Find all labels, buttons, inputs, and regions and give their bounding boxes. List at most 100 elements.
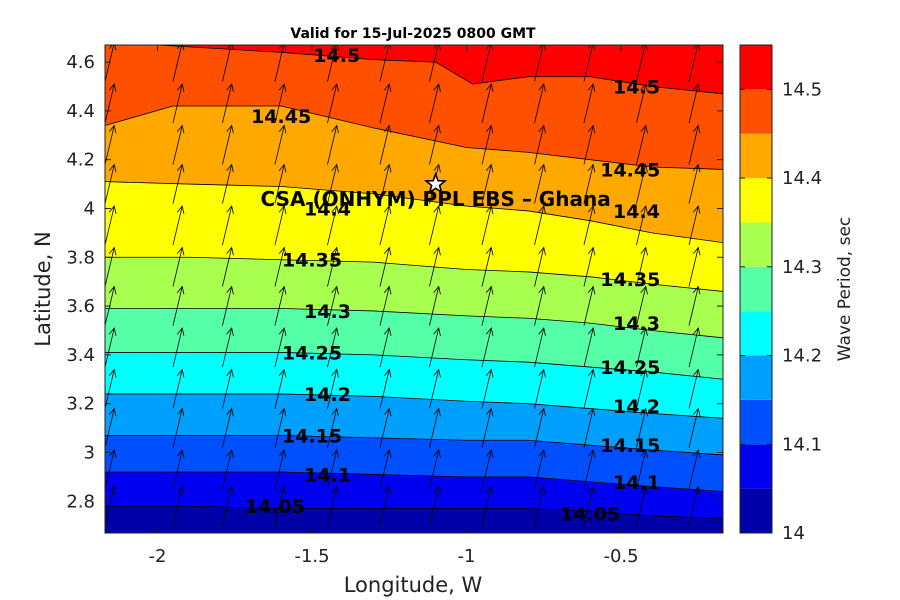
contour-line (105, 352, 723, 380)
wave-arrow (688, 205, 701, 246)
arrow-head (538, 83, 546, 92)
arrow-head (331, 449, 339, 458)
contour-band (105, 308, 723, 380)
wave-arrow (327, 83, 339, 124)
arrow-head (538, 485, 546, 495)
arrow-head (226, 163, 234, 173)
arrow-shaft (534, 369, 545, 409)
arrow-head (278, 327, 287, 336)
y-axis-label: Latitude, N (31, 231, 55, 347)
wave-arrow (636, 246, 648, 287)
arrow-shaft (688, 286, 699, 326)
wave-arrow (105, 327, 117, 368)
wave-arrow (429, 327, 441, 368)
wave-arrow (481, 285, 494, 326)
arrow-shaft (534, 83, 545, 124)
wave-arrow (327, 124, 339, 165)
arrow-shaft (688, 205, 699, 246)
wave-arrow (379, 246, 392, 287)
wave-arrow (534, 485, 546, 526)
contour-band (105, 435, 723, 492)
arrow-shaft (379, 327, 390, 368)
arrow-shaft (636, 247, 647, 287)
arrow-head (433, 246, 441, 256)
wave-arrow (327, 45, 339, 82)
wave-arrow (688, 124, 701, 165)
wave-arrow (583, 327, 596, 368)
arrow-head (587, 246, 596, 256)
arrow-head (226, 407, 234, 417)
wave-arrow (222, 205, 234, 246)
arrow-head (176, 368, 185, 378)
contour-line (105, 393, 723, 419)
arrow-shaft (481, 449, 492, 490)
arrow-shaft (172, 83, 183, 124)
wave-arrow (534, 45, 546, 82)
y-tick-label: 3.8 (66, 247, 95, 268)
site-star-icon (423, 171, 448, 195)
arrow-shaft (327, 486, 338, 526)
arrow-shaft (636, 369, 647, 409)
arrow-shaft (222, 327, 233, 368)
contour-label: 14.35 (600, 269, 660, 291)
arrow-head (108, 407, 117, 417)
wave-arrow (172, 205, 185, 246)
wave-arrow (583, 124, 596, 165)
colorbar-swatch (740, 311, 772, 356)
arrow-shaft (583, 164, 594, 204)
wave-arrow (172, 449, 185, 490)
wave-arrow (636, 124, 648, 165)
arrow-head (485, 205, 494, 214)
contour-label: 14.4 (304, 198, 351, 220)
wave-arrow (172, 327, 185, 368)
arrow-head (433, 163, 441, 173)
wave-arrow (481, 45, 494, 82)
arrow-shaft (327, 449, 338, 490)
site-label: CSA (ONHYM) PPL EBS – Ghana (261, 187, 611, 211)
arrow-shaft (688, 164, 699, 204)
arrow-head (433, 449, 441, 458)
wave-arrow (583, 368, 596, 409)
chart-title: Valid for 15-Jul-2025 0800 GMT (290, 26, 536, 42)
wave-arrow (481, 205, 494, 246)
y-axis-ticks: 2.8 3 3.2 3.4 3.6 3.8 4 4.2 4.4 4.6 (66, 52, 723, 512)
wave-arrow (327, 246, 339, 287)
wave-arrow (222, 485, 234, 526)
arrow-shaft (688, 45, 699, 82)
arrow-shaft (688, 247, 699, 287)
arrow-shaft (327, 247, 338, 287)
contour-label: 14.2 (613, 396, 660, 418)
wave-arrow (481, 83, 494, 124)
arrow-head (587, 83, 596, 92)
wave-arrow (222, 246, 234, 287)
contour-band (105, 106, 723, 243)
arrow-shaft (222, 45, 232, 82)
wave-arrow (688, 285, 701, 326)
wave-arrow (636, 285, 648, 326)
arrow-shaft (327, 45, 337, 82)
arrow-shaft (636, 408, 647, 448)
wave-arrow (379, 83, 392, 124)
wave-arrow (327, 407, 339, 448)
arrow-head (176, 124, 185, 134)
colorbar-swatch (740, 133, 772, 179)
wave-arrow (172, 368, 185, 409)
arrow-head (692, 124, 701, 134)
wave-arrow (429, 83, 441, 124)
wave-arrow (688, 163, 701, 204)
colorbar-swatch (740, 89, 772, 134)
arrow-shaft (636, 449, 647, 490)
arrow-head (587, 124, 596, 134)
arrow-shaft (172, 486, 183, 526)
y-tick-label: 3.2 (66, 394, 95, 415)
arrow-shaft (688, 83, 699, 124)
wave-arrow (222, 124, 234, 165)
contour-label: 14.1 (613, 472, 660, 494)
wave-arrow (534, 327, 546, 368)
arrow-head (587, 285, 596, 295)
contour-band (105, 352, 723, 419)
arrow-shaft (534, 247, 545, 287)
wave-arrow (379, 205, 392, 246)
contour-line (105, 45, 723, 95)
arrow-head (485, 368, 494, 378)
